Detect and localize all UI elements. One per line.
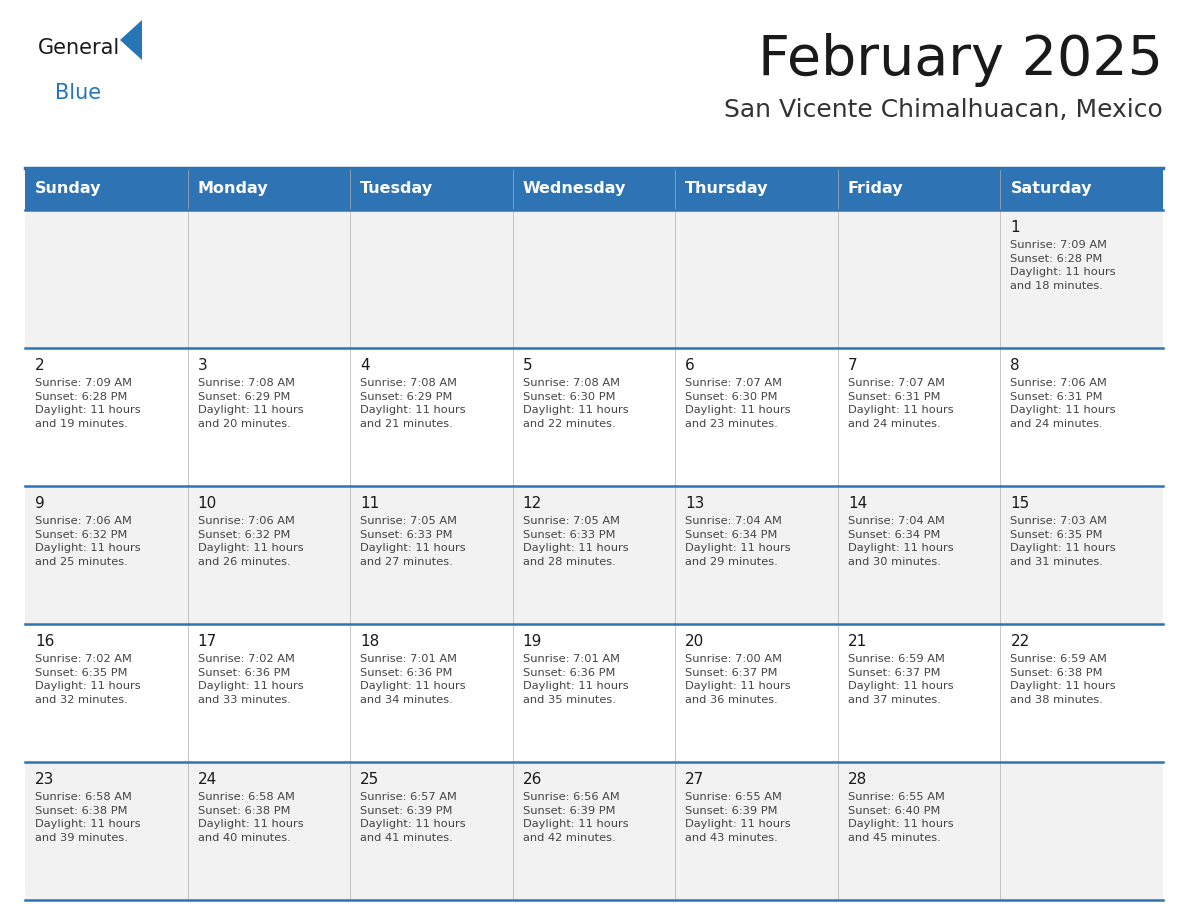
Text: 14: 14	[848, 496, 867, 511]
Bar	[25, 348, 1163, 486]
Text: 5: 5	[523, 358, 532, 373]
Text: Sunrise: 7:01 AM
Sunset: 6:36 PM
Daylight: 11 hours
and 34 minutes.: Sunrise: 7:01 AM Sunset: 6:36 PM Dayligh…	[360, 654, 466, 705]
Text: 16: 16	[34, 634, 55, 649]
Text: Sunrise: 7:08 AM
Sunset: 6:30 PM
Daylight: 11 hours
and 22 minutes.: Sunrise: 7:08 AM Sunset: 6:30 PM Dayligh…	[523, 378, 628, 429]
Text: 1: 1	[1011, 220, 1020, 235]
Text: Thursday: Thursday	[685, 182, 769, 196]
Text: Sunrise: 7:01 AM
Sunset: 6:36 PM
Daylight: 11 hours
and 35 minutes.: Sunrise: 7:01 AM Sunset: 6:36 PM Dayligh…	[523, 654, 628, 705]
Text: 23: 23	[34, 772, 55, 787]
Text: Sunrise: 7:09 AM
Sunset: 6:28 PM
Daylight: 11 hours
and 18 minutes.: Sunrise: 7:09 AM Sunset: 6:28 PM Dayligh…	[1011, 240, 1116, 291]
Text: Sunrise: 7:07 AM
Sunset: 6:30 PM
Daylight: 11 hours
and 23 minutes.: Sunrise: 7:07 AM Sunset: 6:30 PM Dayligh…	[685, 378, 791, 429]
Text: Sunrise: 7:07 AM
Sunset: 6:31 PM
Daylight: 11 hours
and 24 minutes.: Sunrise: 7:07 AM Sunset: 6:31 PM Dayligh…	[848, 378, 954, 429]
Text: Sunrise: 7:00 AM
Sunset: 6:37 PM
Daylight: 11 hours
and 36 minutes.: Sunrise: 7:00 AM Sunset: 6:37 PM Dayligh…	[685, 654, 791, 705]
Text: 22: 22	[1011, 634, 1030, 649]
Text: 27: 27	[685, 772, 704, 787]
Text: Sunrise: 7:06 AM
Sunset: 6:32 PM
Daylight: 11 hours
and 26 minutes.: Sunrise: 7:06 AM Sunset: 6:32 PM Dayligh…	[197, 516, 303, 566]
Text: 13: 13	[685, 496, 704, 511]
Text: Sunrise: 7:09 AM
Sunset: 6:28 PM
Daylight: 11 hours
and 19 minutes.: Sunrise: 7:09 AM Sunset: 6:28 PM Dayligh…	[34, 378, 140, 429]
Text: San Vicente Chimalhuacan, Mexico: San Vicente Chimalhuacan, Mexico	[725, 98, 1163, 122]
Text: Sunrise: 7:02 AM
Sunset: 6:35 PM
Daylight: 11 hours
and 32 minutes.: Sunrise: 7:02 AM Sunset: 6:35 PM Dayligh…	[34, 654, 140, 705]
Text: Sunrise: 6:56 AM
Sunset: 6:39 PM
Daylight: 11 hours
and 42 minutes.: Sunrise: 6:56 AM Sunset: 6:39 PM Dayligh…	[523, 792, 628, 843]
Text: Saturday: Saturday	[1011, 182, 1092, 196]
Text: Monday: Monday	[197, 182, 268, 196]
Text: Sunrise: 6:55 AM
Sunset: 6:40 PM
Daylight: 11 hours
and 45 minutes.: Sunrise: 6:55 AM Sunset: 6:40 PM Dayligh…	[848, 792, 954, 843]
Bar	[25, 210, 1163, 348]
Text: 20: 20	[685, 634, 704, 649]
Text: Sunrise: 7:06 AM
Sunset: 6:31 PM
Daylight: 11 hours
and 24 minutes.: Sunrise: 7:06 AM Sunset: 6:31 PM Dayligh…	[1011, 378, 1116, 429]
Text: Sunrise: 7:04 AM
Sunset: 6:34 PM
Daylight: 11 hours
and 29 minutes.: Sunrise: 7:04 AM Sunset: 6:34 PM Dayligh…	[685, 516, 791, 566]
Text: 25: 25	[360, 772, 379, 787]
Text: 15: 15	[1011, 496, 1030, 511]
Text: 24: 24	[197, 772, 217, 787]
Text: Sunrise: 6:57 AM
Sunset: 6:39 PM
Daylight: 11 hours
and 41 minutes.: Sunrise: 6:57 AM Sunset: 6:39 PM Dayligh…	[360, 792, 466, 843]
Text: 7: 7	[848, 358, 858, 373]
Text: 26: 26	[523, 772, 542, 787]
Text: February 2025: February 2025	[758, 33, 1163, 87]
Text: 17: 17	[197, 634, 217, 649]
Text: 18: 18	[360, 634, 379, 649]
Text: 9: 9	[34, 496, 45, 511]
Text: 28: 28	[848, 772, 867, 787]
Text: 8: 8	[1011, 358, 1020, 373]
Text: Wednesday: Wednesday	[523, 182, 626, 196]
Text: 10: 10	[197, 496, 217, 511]
Bar	[25, 486, 1163, 624]
Text: Sunrise: 7:08 AM
Sunset: 6:29 PM
Daylight: 11 hours
and 21 minutes.: Sunrise: 7:08 AM Sunset: 6:29 PM Dayligh…	[360, 378, 466, 429]
Text: Sunrise: 6:59 AM
Sunset: 6:38 PM
Daylight: 11 hours
and 38 minutes.: Sunrise: 6:59 AM Sunset: 6:38 PM Dayligh…	[1011, 654, 1116, 705]
Text: Sunrise: 7:03 AM
Sunset: 6:35 PM
Daylight: 11 hours
and 31 minutes.: Sunrise: 7:03 AM Sunset: 6:35 PM Dayligh…	[1011, 516, 1116, 566]
Bar	[25, 762, 1163, 900]
Polygon shape	[120, 20, 143, 60]
Text: Sunrise: 7:02 AM
Sunset: 6:36 PM
Daylight: 11 hours
and 33 minutes.: Sunrise: 7:02 AM Sunset: 6:36 PM Dayligh…	[197, 654, 303, 705]
Text: Blue: Blue	[55, 83, 101, 103]
Text: Sunrise: 6:58 AM
Sunset: 6:38 PM
Daylight: 11 hours
and 39 minutes.: Sunrise: 6:58 AM Sunset: 6:38 PM Dayligh…	[34, 792, 140, 843]
Text: 3: 3	[197, 358, 208, 373]
Bar	[25, 168, 1163, 210]
Text: 21: 21	[848, 634, 867, 649]
Text: Sunrise: 7:05 AM
Sunset: 6:33 PM
Daylight: 11 hours
and 28 minutes.: Sunrise: 7:05 AM Sunset: 6:33 PM Dayligh…	[523, 516, 628, 566]
Text: Sunrise: 7:06 AM
Sunset: 6:32 PM
Daylight: 11 hours
and 25 minutes.: Sunrise: 7:06 AM Sunset: 6:32 PM Dayligh…	[34, 516, 140, 566]
Text: Sunrise: 6:55 AM
Sunset: 6:39 PM
Daylight: 11 hours
and 43 minutes.: Sunrise: 6:55 AM Sunset: 6:39 PM Dayligh…	[685, 792, 791, 843]
Text: Sunrise: 6:59 AM
Sunset: 6:37 PM
Daylight: 11 hours
and 37 minutes.: Sunrise: 6:59 AM Sunset: 6:37 PM Dayligh…	[848, 654, 954, 705]
Text: General: General	[38, 38, 120, 58]
Text: 12: 12	[523, 496, 542, 511]
Text: Sunrise: 7:08 AM
Sunset: 6:29 PM
Daylight: 11 hours
and 20 minutes.: Sunrise: 7:08 AM Sunset: 6:29 PM Dayligh…	[197, 378, 303, 429]
Text: Friday: Friday	[848, 182, 904, 196]
Text: 6: 6	[685, 358, 695, 373]
Text: 19: 19	[523, 634, 542, 649]
Bar	[25, 624, 1163, 762]
Text: 2: 2	[34, 358, 45, 373]
Text: Sunrise: 7:04 AM
Sunset: 6:34 PM
Daylight: 11 hours
and 30 minutes.: Sunrise: 7:04 AM Sunset: 6:34 PM Dayligh…	[848, 516, 954, 566]
Text: Sunrise: 7:05 AM
Sunset: 6:33 PM
Daylight: 11 hours
and 27 minutes.: Sunrise: 7:05 AM Sunset: 6:33 PM Dayligh…	[360, 516, 466, 566]
Text: 11: 11	[360, 496, 379, 511]
Text: Sunday: Sunday	[34, 182, 101, 196]
Text: 4: 4	[360, 358, 369, 373]
Text: Sunrise: 6:58 AM
Sunset: 6:38 PM
Daylight: 11 hours
and 40 minutes.: Sunrise: 6:58 AM Sunset: 6:38 PM Dayligh…	[197, 792, 303, 843]
Text: Tuesday: Tuesday	[360, 182, 434, 196]
